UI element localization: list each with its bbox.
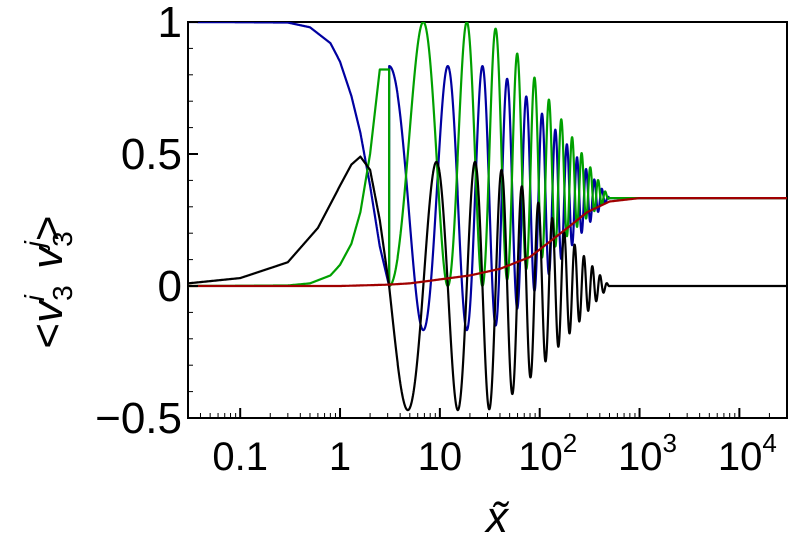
y-title-sub2: 3 [47,231,78,247]
series-line-blue [188,22,787,332]
y-title-close: > [23,215,72,241]
series-line-red [188,197,787,288]
x-axis-title: x̃ [484,493,510,539]
y-tick-label: 0 [158,262,182,311]
y-tick-label: 0.5 [121,130,182,179]
y-tick-label: −0.5 [95,394,182,443]
y-title-sup1: i [19,294,50,301]
x-tick-label: 103 [618,428,677,479]
y-title-sup2: j [19,240,50,251]
y-title-open: < [23,323,72,349]
x-axis-ticks: 0.1 1 10 102 103 104 [187,408,788,479]
x-tick-label: 1 [329,435,351,479]
y-title-v1: v [23,298,72,323]
svg-text:<v3i v3j>: <v3i v3j> [19,215,78,348]
y-title-v2: v [23,244,72,269]
x-tick-label: 102 [518,428,577,479]
series-layer [188,22,787,412]
x-tick-label: 0.1 [212,435,268,479]
series-line-black [188,155,787,412]
y-tick-label: 1 [158,0,182,47]
y-title-sub1: 3 [47,285,78,301]
y-axis-title: <v3i v3j> [19,215,78,348]
y-axis-ticks: −0.5 0 0.5 1 [95,0,198,443]
x-tick-label: 10 [418,435,463,479]
x-tick-label: 104 [718,428,777,479]
